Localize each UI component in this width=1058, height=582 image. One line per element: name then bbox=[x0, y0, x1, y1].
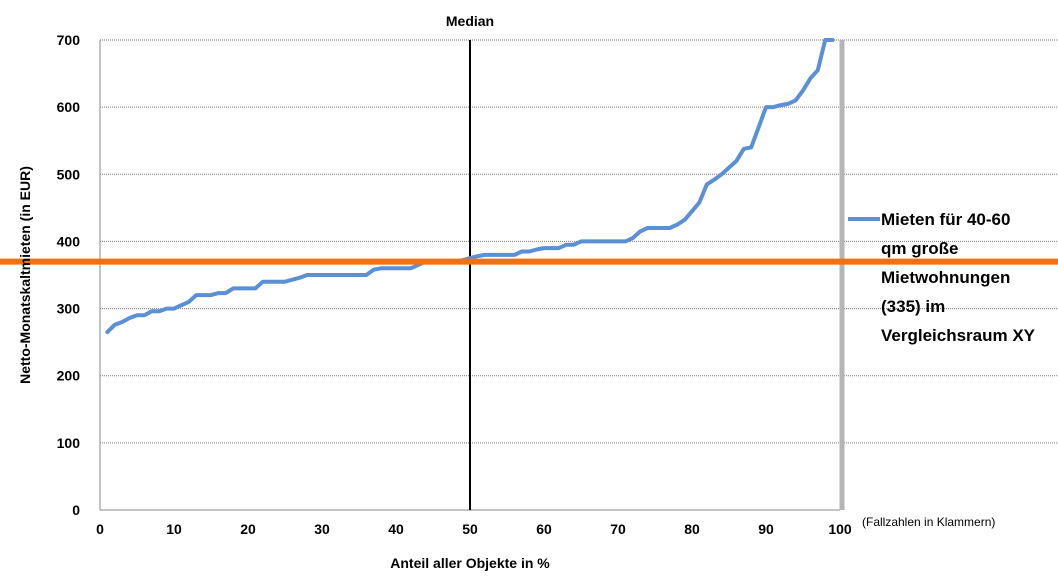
y-axis-title: Netto-Monatskaltmieten (in EUR) bbox=[17, 166, 33, 384]
legend: Mieten für 40-60 qm große Mietwohnungen (33… bbox=[848, 210, 1036, 345]
legend-label-line: Vergleichsraum XY bbox=[881, 326, 1036, 345]
y-tick-label: 600 bbox=[57, 99, 81, 115]
legend-label: Mieten für 40-60 qm große Mietwohnungen (33… bbox=[881, 210, 1036, 345]
x-tick-label: 60 bbox=[536, 521, 552, 537]
legend-label-line: (335) im bbox=[881, 297, 945, 316]
x-tick-label: 100 bbox=[828, 521, 852, 537]
x-tick-label: 0 bbox=[96, 521, 104, 537]
x-tick-label: 10 bbox=[166, 521, 182, 537]
x-tick-label: 40 bbox=[388, 521, 404, 537]
legend-label-line: Mieten für 40-60 bbox=[881, 210, 1010, 229]
y-tick-label: 0 bbox=[72, 502, 80, 518]
y-tick-label: 300 bbox=[57, 301, 81, 317]
axes: 0 100 200 300 400 500 600 700 0 10 20 30 40 50 60 70 80 9… bbox=[57, 32, 852, 537]
x-tick-label: 50 bbox=[462, 521, 478, 537]
x-tick-label: 30 bbox=[314, 521, 330, 537]
median-marker: Median bbox=[446, 13, 494, 510]
x-axis-title: Anteil aller Objekte in % bbox=[390, 555, 550, 571]
series-line bbox=[105, 38, 835, 335]
y-tick-label: 200 bbox=[57, 368, 81, 384]
y-tick-label: 400 bbox=[57, 233, 81, 249]
y-tick-label: 700 bbox=[57, 32, 81, 48]
median-label: Median bbox=[446, 13, 494, 29]
x-tick-label: 20 bbox=[240, 521, 256, 537]
y-tick-label: 100 bbox=[57, 435, 81, 451]
sample-size-note: (Fallzahlen in Klammern) bbox=[862, 515, 995, 529]
x-tick-label: 70 bbox=[610, 521, 626, 537]
series bbox=[105, 38, 835, 335]
legend-label-line: qm große bbox=[881, 239, 958, 258]
x-tick-label: 80 bbox=[684, 521, 700, 537]
y-tick-label: 500 bbox=[57, 166, 81, 182]
x-tick-label: 90 bbox=[758, 521, 774, 537]
legend-label-line: Mietwohnungen bbox=[881, 268, 1010, 287]
